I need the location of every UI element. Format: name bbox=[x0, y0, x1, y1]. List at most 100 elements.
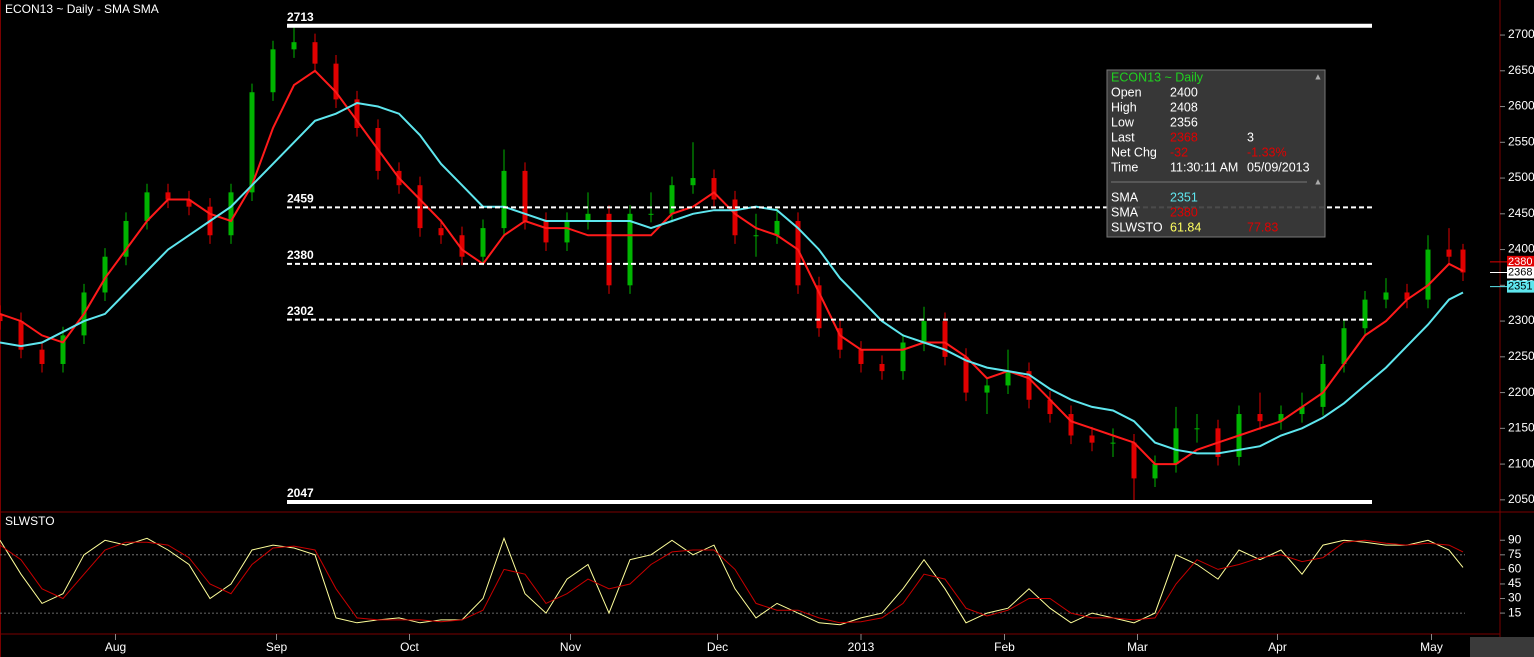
info-value: 3 bbox=[1247, 130, 1254, 144]
candle-body bbox=[60, 335, 66, 364]
info-value: -1.33% bbox=[1247, 145, 1287, 159]
candle-body bbox=[333, 63, 339, 100]
info-expand: ▲ bbox=[1314, 176, 1323, 186]
y-tick-label: 2550 bbox=[1508, 134, 1534, 148]
candle-body bbox=[438, 228, 444, 236]
candle-body bbox=[816, 285, 822, 329]
candle-body bbox=[249, 92, 255, 193]
candle-body bbox=[1320, 363, 1326, 407]
osc-tick-label: 75 bbox=[1508, 547, 1522, 561]
candle-body bbox=[1341, 328, 1347, 364]
chart-title: ECON13 ~ Daily - SMA SMA bbox=[5, 2, 159, 16]
y-tick-label: 2400 bbox=[1508, 242, 1534, 256]
candle-body bbox=[711, 178, 717, 200]
osc-tick-label: 60 bbox=[1508, 562, 1522, 576]
candle-body bbox=[1089, 435, 1095, 443]
candle-body bbox=[1299, 406, 1305, 415]
corner-box bbox=[1470, 637, 1534, 657]
y-tick-label: 2500 bbox=[1508, 170, 1534, 184]
candle-body bbox=[1446, 249, 1452, 257]
candle-body bbox=[1404, 292, 1410, 300]
info-value: 11:30:11 AM bbox=[1170, 160, 1238, 174]
tag-label: 2380 bbox=[1508, 256, 1532, 268]
info-value: 2380 bbox=[1170, 205, 1198, 219]
info-close: ▲ bbox=[1314, 71, 1323, 81]
candle-body bbox=[837, 328, 843, 350]
info-label: Time bbox=[1111, 160, 1138, 174]
candle-body bbox=[1173, 428, 1179, 465]
x-tick-label: Dec bbox=[707, 640, 728, 654]
x-tick-label: 2013 bbox=[848, 640, 875, 654]
candle-body bbox=[1278, 414, 1284, 422]
y-tick-label: 2200 bbox=[1508, 385, 1534, 399]
candle-body bbox=[606, 213, 612, 286]
candle-body bbox=[753, 235, 759, 237]
candle-body bbox=[501, 170, 507, 229]
info-label: SMA bbox=[1111, 190, 1139, 204]
info-label: Open bbox=[1111, 85, 1142, 99]
level-label: 2459 bbox=[287, 192, 314, 206]
x-tick-label: Aug bbox=[105, 640, 126, 654]
candle-body bbox=[186, 199, 192, 207]
osc-tick-label: 45 bbox=[1508, 576, 1522, 590]
candle-body bbox=[1460, 249, 1466, 273]
candle-body bbox=[564, 220, 570, 243]
x-tick-label: May bbox=[1420, 640, 1443, 654]
tag-box bbox=[1507, 266, 1534, 279]
candle-body bbox=[1047, 399, 1053, 415]
y-tick-label: 2300 bbox=[1508, 313, 1534, 327]
info-value: 2368 bbox=[1170, 130, 1198, 144]
candle-body bbox=[627, 213, 633, 286]
y-tick-label: 2450 bbox=[1508, 206, 1534, 220]
candle-body bbox=[1257, 414, 1263, 422]
candle-body bbox=[18, 321, 24, 350]
candle-body bbox=[312, 42, 318, 64]
candle-body bbox=[921, 321, 927, 343]
candle-body bbox=[1425, 249, 1431, 300]
x-tick-label: Nov bbox=[560, 640, 581, 654]
candle-body bbox=[879, 363, 885, 372]
y-tick-label: 2150 bbox=[1508, 421, 1534, 435]
info-label: High bbox=[1111, 100, 1137, 114]
x-tick-label: Feb bbox=[994, 640, 1015, 654]
candle-body bbox=[144, 192, 150, 221]
candle-body bbox=[459, 235, 465, 257]
info-label: Last bbox=[1111, 130, 1135, 144]
info-label: SLWSTO bbox=[1111, 220, 1163, 234]
level-label: 2380 bbox=[287, 248, 314, 262]
candle-body bbox=[900, 342, 906, 372]
y-tick-label: 2700 bbox=[1508, 27, 1534, 41]
candle-body bbox=[669, 185, 675, 214]
info-label: Low bbox=[1111, 115, 1135, 129]
sma-line bbox=[0, 101, 1464, 455]
y-tick-label: 2650 bbox=[1508, 63, 1534, 77]
info-label: SMA bbox=[1111, 205, 1139, 219]
candle-body bbox=[795, 220, 801, 286]
candle-body bbox=[543, 220, 549, 243]
candle-body bbox=[984, 385, 990, 393]
info-value: 2408 bbox=[1170, 100, 1198, 114]
info-label: Net Chg bbox=[1111, 145, 1157, 159]
candle-body bbox=[228, 192, 234, 236]
y-tick-label: 2050 bbox=[1508, 492, 1534, 506]
candle-body bbox=[648, 213, 654, 215]
candle-body bbox=[942, 321, 948, 357]
info-title: ECON13 ~ Daily bbox=[1111, 70, 1204, 84]
x-tick-label: Mar bbox=[1127, 640, 1148, 654]
candle-body bbox=[354, 99, 360, 128]
info-value: 2400 bbox=[1170, 85, 1198, 99]
candle-body bbox=[1068, 414, 1074, 436]
candle-body bbox=[102, 256, 108, 293]
y-tick-label: 2250 bbox=[1508, 349, 1534, 363]
candle-body bbox=[1110, 442, 1116, 444]
candle-body bbox=[858, 349, 864, 364]
osc-tick-label: 30 bbox=[1508, 591, 1522, 605]
sma-line bbox=[0, 69, 1464, 466]
osc-tick-label: 90 bbox=[1508, 532, 1522, 546]
candle-body bbox=[963, 356, 969, 393]
y-tick-label: 2100 bbox=[1508, 456, 1534, 470]
info-value: 61.84 bbox=[1170, 220, 1201, 234]
info-value: 2351 bbox=[1170, 190, 1198, 204]
candle-body bbox=[690, 178, 696, 186]
